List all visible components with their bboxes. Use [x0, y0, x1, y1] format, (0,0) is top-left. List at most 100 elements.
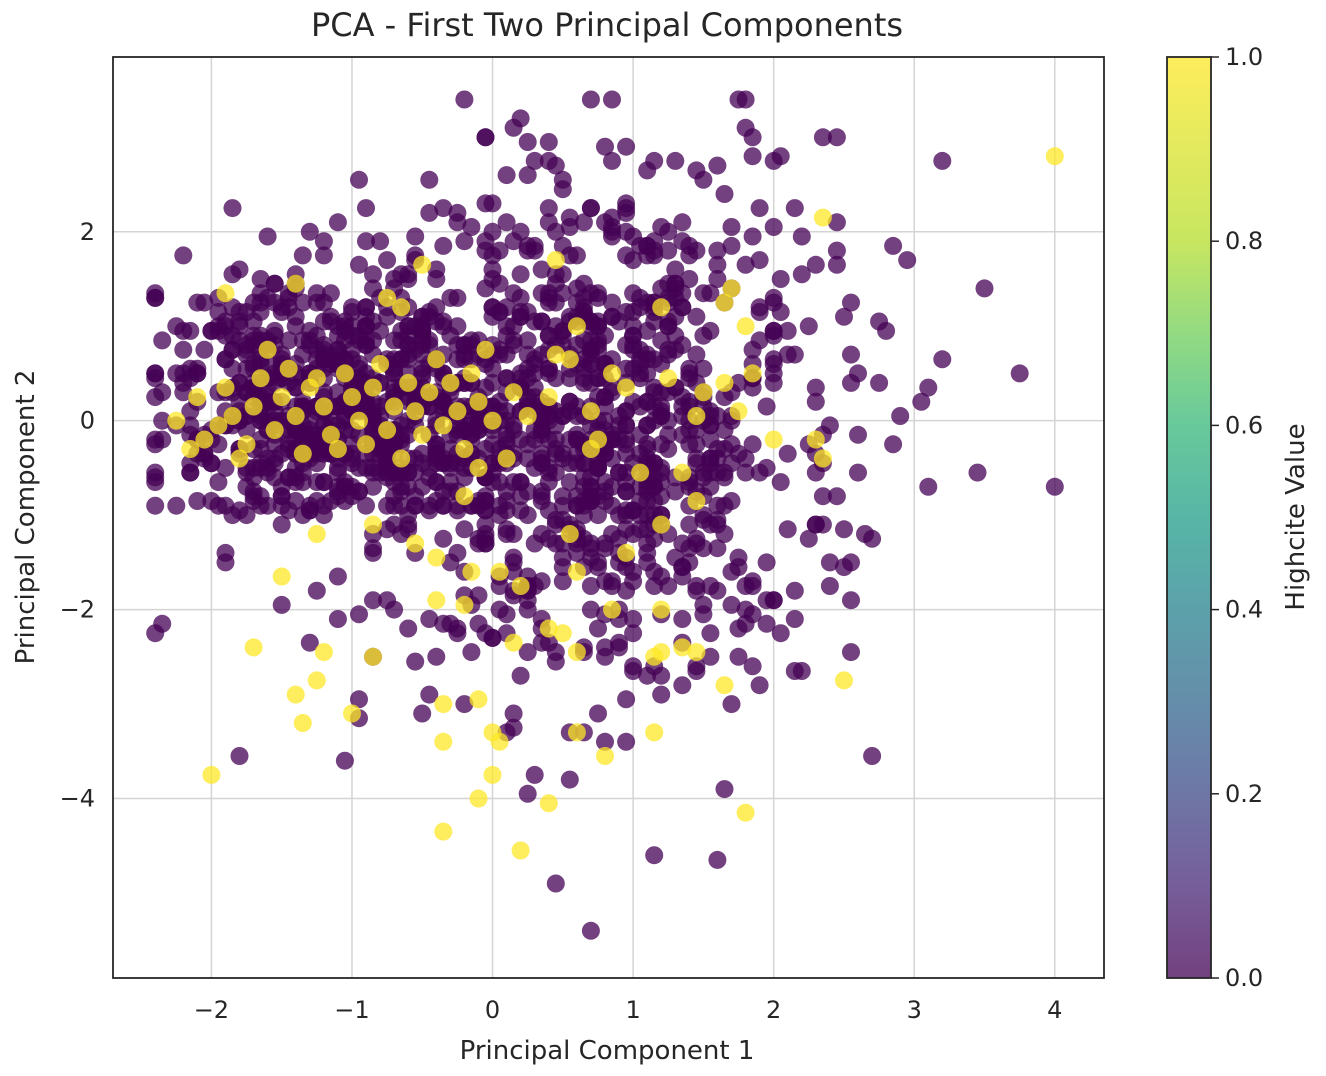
- data-point: [462, 218, 481, 236]
- data-point: [434, 236, 453, 255]
- data-point: [539, 388, 558, 407]
- data-point: [532, 260, 551, 279]
- data-point: [553, 572, 572, 591]
- data-point: [694, 326, 713, 345]
- data-point: [476, 279, 495, 298]
- data-point: [694, 595, 713, 614]
- data-point: [385, 397, 404, 416]
- data-point: [314, 643, 333, 662]
- data-point: [328, 477, 347, 496]
- data-point: [539, 151, 558, 170]
- data-point: [293, 444, 312, 463]
- data-point: [230, 501, 249, 520]
- data-point: [476, 241, 495, 260]
- data-point: [708, 440, 727, 458]
- data-point: [603, 364, 621, 383]
- data-point: [420, 610, 439, 628]
- data-point: [504, 118, 523, 137]
- data-point: [799, 529, 818, 548]
- data-point: [785, 610, 804, 628]
- data-point: [596, 732, 614, 751]
- data-point: [497, 605, 516, 624]
- data-point: [202, 492, 221, 510]
- data-point: [314, 473, 333, 492]
- data-point: [687, 421, 706, 440]
- data-point: [209, 321, 228, 340]
- data-point: [729, 402, 748, 421]
- data-point: [736, 463, 755, 482]
- data-point: [553, 624, 572, 643]
- data-point: [174, 246, 193, 265]
- data-point: [434, 416, 453, 435]
- data-point: [216, 458, 235, 477]
- data-point: [434, 529, 453, 548]
- data-point: [581, 548, 600, 567]
- data-point: [701, 647, 720, 666]
- data-point: [300, 222, 319, 241]
- data-point: [441, 482, 460, 501]
- data-point: [146, 468, 165, 487]
- data-point: [350, 690, 368, 709]
- data-point: [603, 572, 621, 591]
- data-point: [511, 265, 530, 284]
- data-point: [328, 213, 347, 232]
- data-point: [399, 336, 418, 355]
- data-point: [462, 364, 481, 383]
- data-point: [673, 638, 692, 657]
- data-point: [455, 487, 474, 506]
- data-point: [146, 369, 165, 388]
- data-point: [792, 227, 811, 246]
- data-point: [560, 770, 579, 789]
- data-point: [279, 425, 298, 444]
- data-point: [427, 548, 446, 567]
- data-point: [785, 199, 804, 218]
- data-point: [469, 614, 488, 633]
- data-point: [849, 463, 867, 482]
- data-point: [631, 364, 650, 383]
- data-point: [863, 529, 882, 548]
- data-point: [652, 685, 671, 704]
- data-point: [146, 496, 165, 515]
- data-point: [673, 213, 692, 232]
- data-point: [328, 567, 347, 586]
- data-point: [462, 331, 481, 350]
- data-point: [708, 156, 727, 175]
- data-point: [835, 671, 853, 690]
- data-point: [659, 241, 678, 260]
- data-point: [174, 340, 193, 359]
- data-point: [462, 425, 481, 444]
- data-point: [343, 435, 361, 454]
- data-point: [167, 496, 186, 515]
- x-axis-ticks: −2 −1 0 1 2 3 4: [194, 996, 1063, 1024]
- colorbar-gradient: [1167, 57, 1211, 978]
- data-point: [764, 373, 783, 392]
- data-point: [687, 307, 706, 326]
- colorbar-tick-label: 0.2: [1225, 780, 1263, 808]
- data-point: [469, 458, 488, 477]
- data-point: [722, 218, 741, 236]
- data-point: [567, 643, 586, 662]
- data-point: [596, 137, 614, 156]
- data-point: [799, 317, 818, 336]
- data-point: [293, 473, 312, 492]
- data-point: [469, 690, 488, 709]
- data-point: [560, 402, 579, 421]
- data-point: [589, 619, 607, 638]
- data-point: [813, 208, 832, 227]
- data-point: [511, 288, 530, 307]
- data-point: [357, 331, 375, 350]
- data-point: [645, 846, 664, 865]
- data-point: [153, 383, 172, 402]
- data-point: [272, 487, 291, 506]
- data-point: [223, 407, 242, 425]
- data-point: [497, 213, 516, 232]
- data-point: [230, 449, 249, 468]
- data-point: [469, 789, 488, 808]
- colorbar-tick-label: 0.0: [1225, 964, 1263, 992]
- data-point: [532, 421, 551, 440]
- data-point: [286, 274, 305, 293]
- data-point: [792, 265, 811, 284]
- data-point: [842, 591, 860, 610]
- data-point: [300, 496, 319, 515]
- data-point: [849, 425, 867, 444]
